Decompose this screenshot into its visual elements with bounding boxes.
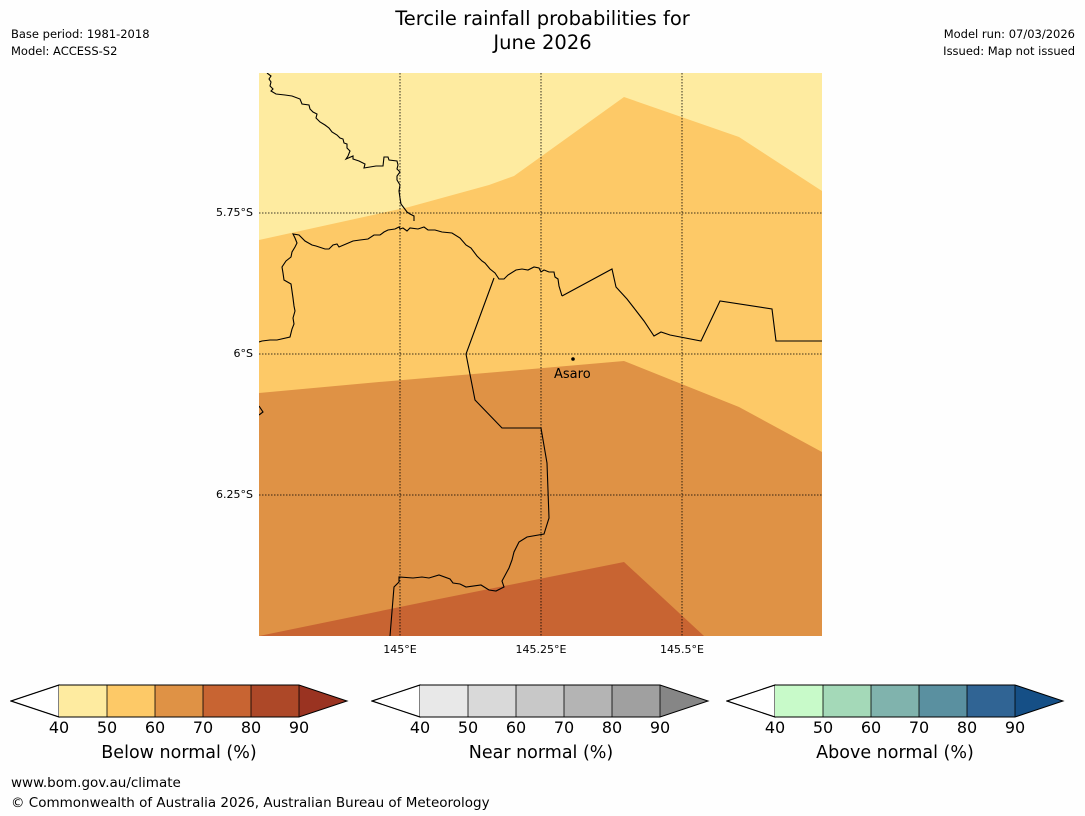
colorbar-tick-label: 90 bbox=[1004, 718, 1026, 737]
title-line-1: Tercile rainfall probabilities for bbox=[395, 7, 690, 30]
zone-60-70 bbox=[259, 361, 822, 636]
lon-label-145-5e: 145.5°E bbox=[660, 643, 704, 656]
map-title: Tercile rainfall probabilities for June … bbox=[0, 7, 1085, 55]
footer-url[interactable]: www.bom.gov.au/climate bbox=[11, 775, 181, 791]
colorbar-tick-label: 80 bbox=[601, 718, 623, 737]
colorbar-tick-label: 80 bbox=[240, 718, 262, 737]
colorbar-tick-label: 60 bbox=[144, 718, 166, 737]
meta-right: Model run: 07/03/2026 Issued: Map not is… bbox=[943, 26, 1075, 60]
colorbar-tick-label: 90 bbox=[649, 718, 671, 737]
label-above-normal: Above normal (%) bbox=[816, 743, 974, 763]
lat-label-6-25s: 6.25°S bbox=[216, 488, 253, 501]
colorbar-tick-label: 70 bbox=[553, 718, 575, 737]
lat-label-5-75s: 5.75°S bbox=[216, 206, 253, 219]
model-text: Model: ACCESS-S2 bbox=[11, 44, 118, 58]
colorbar-near-normal bbox=[371, 684, 710, 718]
asaro-marker bbox=[571, 357, 575, 361]
border-north bbox=[266, 73, 415, 221]
border-west-stub bbox=[259, 405, 264, 416]
borders bbox=[259, 73, 822, 636]
border-south bbox=[389, 277, 550, 636]
border-east bbox=[561, 268, 822, 342]
lon-label-145e: 145°E bbox=[383, 643, 417, 656]
colorbar-above-normal bbox=[726, 684, 1065, 718]
colorbar-tick-label: 90 bbox=[288, 718, 310, 737]
asaro-label: Asaro bbox=[554, 367, 591, 382]
colorbar-tick-label: 50 bbox=[812, 718, 834, 737]
issued-text: Issued: Map not issued bbox=[943, 44, 1075, 58]
zone-70-80 bbox=[259, 562, 704, 636]
model-run-text: Model run: 07/03/2026 bbox=[943, 27, 1075, 41]
colorbar-tick-label: 80 bbox=[956, 718, 978, 737]
border-west bbox=[259, 226, 563, 343]
colorbar-tick-label: 40 bbox=[409, 718, 431, 737]
colorbar-tick-label: 40 bbox=[764, 718, 786, 737]
colorbar-tick-label: 40 bbox=[48, 718, 70, 737]
colorbar-arrow-high bbox=[299, 685, 347, 717]
colorbar-tick-label: 50 bbox=[457, 718, 479, 737]
map-panel: Asaro bbox=[259, 73, 822, 636]
footer-copyright: © Commonwealth of Australia 2026, Austra… bbox=[11, 795, 490, 811]
colorbar-below-normal bbox=[10, 684, 349, 718]
base-period-text: Base period: 1981-2018 bbox=[11, 27, 150, 41]
title-line-2: June 2026 bbox=[493, 31, 592, 54]
lon-label-145-25e: 145.25°E bbox=[515, 643, 567, 656]
gridlines bbox=[259, 73, 822, 636]
colorbar-arrow-low bbox=[10, 684, 60, 718]
colorbar-tick-label: 50 bbox=[96, 718, 118, 737]
colorbar-tick-label: 60 bbox=[860, 718, 882, 737]
map-svg: Asaro bbox=[259, 73, 822, 636]
colorbar-tick-label: 70 bbox=[192, 718, 214, 737]
colorbar-tick-label: 70 bbox=[908, 718, 930, 737]
meta-left: Base period: 1981-2018 Model: ACCESS-S2 bbox=[11, 26, 150, 60]
colorbar-tick-label: 60 bbox=[505, 718, 527, 737]
label-near-normal: Near normal (%) bbox=[468, 743, 614, 763]
label-below-normal: Below normal (%) bbox=[101, 743, 257, 763]
lat-label-6s: 6°S bbox=[233, 347, 253, 360]
